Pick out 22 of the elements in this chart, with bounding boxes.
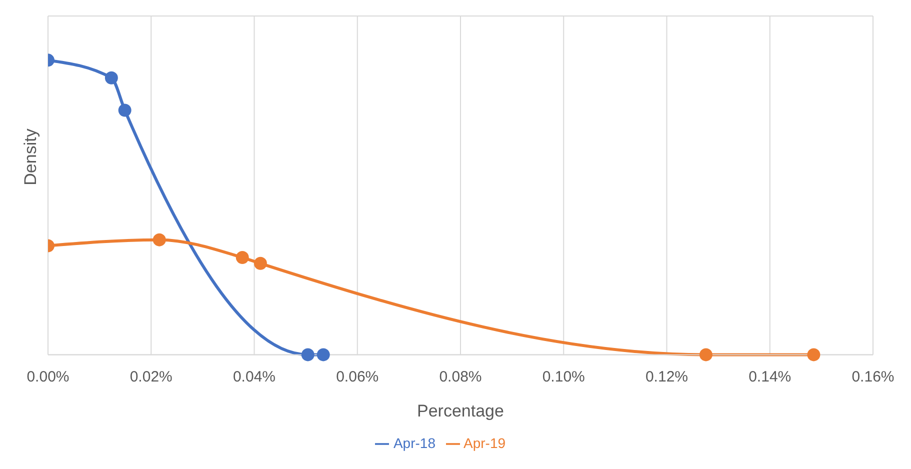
- x-axis-title: Percentage: [417, 402, 504, 421]
- x-tick-label: 0.14%: [748, 368, 792, 386]
- point: [152, 233, 166, 246]
- x-tick-label: 0.10%: [542, 368, 585, 386]
- x-tick-label: 0.12%: [645, 368, 688, 386]
- point: [236, 251, 249, 264]
- x-tick-label: 0.02%: [130, 368, 172, 386]
- legend-label: Apr-18: [393, 434, 436, 451]
- point: [807, 348, 820, 362]
- y-axis-title: Density: [21, 128, 40, 186]
- point: [316, 348, 330, 362]
- x-tick-label: 0.06%: [336, 368, 379, 386]
- point: [301, 348, 314, 362]
- legend-label: Apr-19: [464, 434, 506, 451]
- point: [118, 104, 132, 117]
- x-tick-label: 0.08%: [439, 368, 482, 386]
- point: [254, 256, 267, 270]
- x-tick-label: 0.04%: [232, 368, 276, 386]
- x-tick-label: 0.16%: [852, 368, 894, 386]
- x-tick-label: 0.00%: [26, 368, 70, 386]
- point: [699, 348, 712, 362]
- point: [104, 71, 118, 84]
